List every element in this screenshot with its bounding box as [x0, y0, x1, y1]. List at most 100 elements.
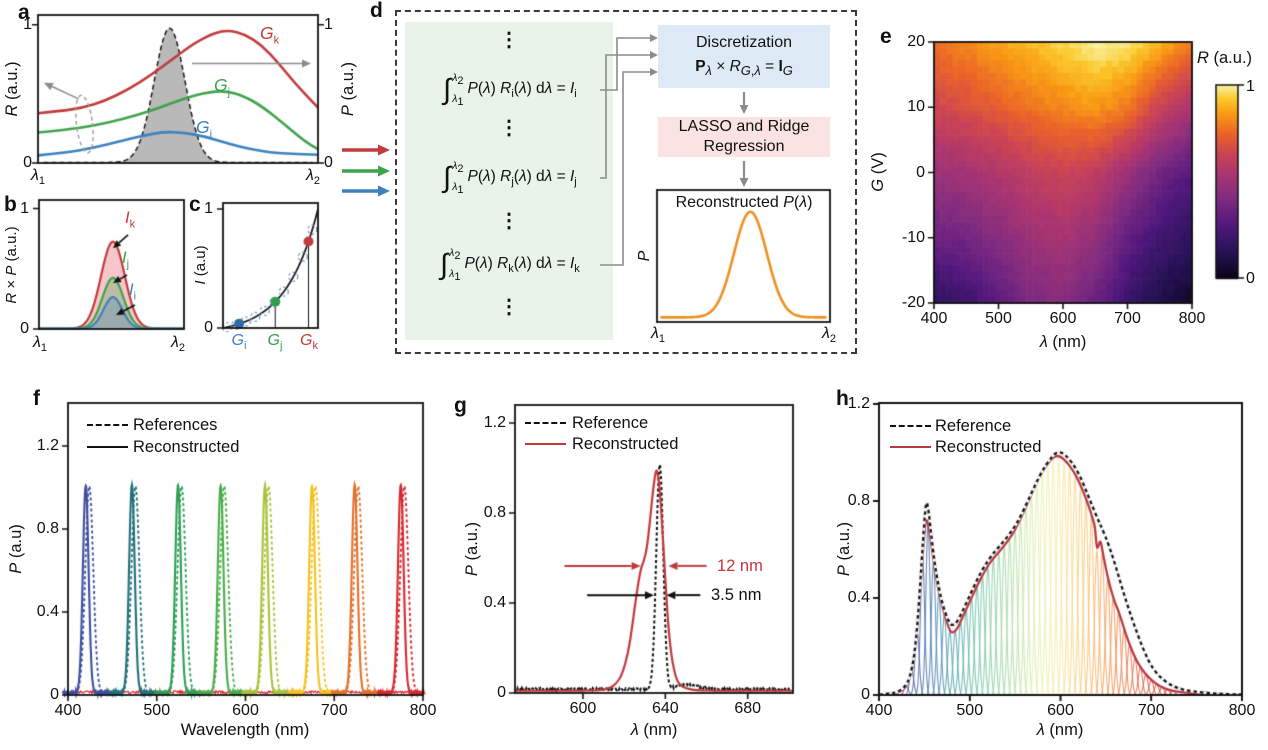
integral-equation-k: ∫ λ2 λ1 P(λ) Rk(λ) dλ = Ik [440, 246, 580, 284]
panel-b: b 1 0 R × P (a.u.) λ1 λ2 Ik Ij Ii [0, 193, 195, 370]
x-tick-label: 400 [865, 702, 893, 719]
x-tick-label: 640 [651, 700, 679, 717]
panel-h-canvas [830, 385, 1268, 750]
x-tick-label: λ2 [306, 167, 320, 188]
recon-plot-title: Reconstructed P(λ) [675, 194, 813, 211]
panel-a: a 1 0 1 0 R (a.u.) P (a.u.) λ1 λ2 Gk Gj … [0, 0, 365, 193]
vertical-dots: ⋮ [499, 117, 519, 139]
legend-label-references: References [133, 416, 218, 434]
y-tick-label: 1.2 [483, 414, 506, 431]
y-tick-label: -10 [901, 228, 925, 246]
x-tick-label: 700 [1137, 702, 1165, 719]
y-tick-label: 0 [916, 163, 925, 181]
peak-label-ii: Ii [129, 281, 137, 303]
y-tick-label: 0 [204, 319, 213, 336]
colorbar-tick-label: 0 [1246, 270, 1255, 287]
y-tick-label: 1 [324, 16, 333, 33]
panel-g-canvas [440, 385, 830, 750]
legend-label-reference: Reference [935, 417, 1012, 435]
curve-label-gj: Gj [214, 75, 231, 99]
connector-eq-k-head [650, 68, 658, 76]
panel-g-label: g [454, 394, 467, 417]
y-tick-label: 1 [23, 16, 32, 33]
x-tick-label: 800 [1228, 702, 1256, 719]
y-tick-label: 0 [20, 320, 29, 337]
panel-h-label: h [836, 387, 849, 410]
panel-e-label: e [880, 25, 892, 48]
x-tick-label: λ1 [651, 325, 665, 346]
y-tick-label: 0 [324, 154, 333, 171]
panel-c-label: c [189, 193, 201, 216]
y-tick-label: 0.8 [847, 491, 870, 509]
annotation-12nm: 12 nm [717, 557, 763, 575]
curve-label-gi: Gi [196, 117, 213, 141]
y-tick-label: 20 [907, 33, 925, 50]
y-tick-label: 0.4 [483, 594, 506, 611]
y-tick-label: 1.2 [847, 394, 870, 412]
input-arrow-blue-head [378, 185, 390, 197]
y-tick-label: 0 [23, 154, 32, 171]
x-tick-label: λ1 [31, 167, 45, 188]
input-arrow-green-head [378, 165, 390, 177]
x-tick-label: λ2 [171, 334, 185, 355]
y-tick-label: 0.8 [483, 504, 506, 521]
y-tick-label: 0 [50, 686, 59, 703]
y-axis-label: P (a.u.) [834, 521, 853, 577]
peak-label-ij: Ij [122, 249, 130, 271]
panel-g: g Reference Reconstructed P (a.u.) λ (nm… [440, 385, 830, 750]
x-tick-label: 600 [1049, 310, 1077, 327]
legend-line-reconstructed [525, 443, 566, 445]
legend-line-reference [525, 422, 566, 424]
panel-h: h Reference Reconstructed P (a.u.) λ (nm… [830, 385, 1268, 750]
y-tick-label: 0 [497, 684, 506, 701]
x-tick-label-gk: Gk [300, 332, 318, 353]
discretization-equation: Pλ × RG,λ = IG [695, 58, 793, 79]
regression-box: LASSO and Ridge Regression [658, 117, 830, 157]
legend-line-reconstructed [87, 446, 128, 448]
x-tick-label: λ1 [33, 334, 47, 355]
y-tick-label: 1 [204, 200, 213, 217]
x-tick-label: 680 [734, 700, 762, 717]
x-axis-label: λ (nm) [1036, 721, 1084, 739]
connector-eq-i [600, 37, 650, 91]
colorbar-label: R (a.u.) [1197, 49, 1253, 67]
y-tick-label: -20 [901, 294, 925, 311]
connector-eq-k [600, 71, 650, 266]
connector-eq-j-head [650, 51, 658, 59]
vertical-dots: ⋮ [499, 210, 519, 232]
down-arrow-2-head [739, 178, 749, 187]
y-axis-label: P (a.u.) [462, 521, 481, 577]
x-tick-label: 500 [143, 702, 171, 719]
connector-eq-i-head [650, 34, 658, 42]
panel-f-canvas [0, 385, 440, 750]
x-tick-label: 600 [1047, 702, 1074, 719]
y-axis-label-left: R (a.u.) [2, 61, 21, 117]
panel-f: f References Reconstructed P (a.u) Wavel… [0, 385, 440, 750]
y-tick-label: 10 [907, 98, 925, 116]
panel-f-label: f [33, 387, 40, 410]
panel-e-canvas [860, 0, 1268, 375]
integral-equation-j: ∫ λ2 λ1 P(λ) Rj(λ) dλ = Ij [443, 159, 577, 197]
legend-line-references [87, 424, 128, 426]
y-tick-label: 0 [861, 686, 870, 703]
flow-connectors [342, 34, 749, 266]
integral-equation-i: ∫ λ2 λ1 P(λ) Ri(λ) dλ = Ii [443, 71, 577, 109]
x-tick-label: 400 [920, 310, 948, 327]
x-axis-label: λ (nm) [630, 721, 678, 739]
x-tick-label: 600 [232, 702, 259, 719]
x-tick-label: 500 [985, 310, 1012, 327]
x-tick-label: 400 [54, 702, 82, 719]
y-axis-label: R × P (a.u.) [2, 226, 20, 304]
x-tick-label: 600 [569, 700, 597, 717]
down-arrow-1-head [739, 105, 749, 114]
y-axis-label: I (a.u) [191, 245, 209, 285]
x-tick-label: 700 [1114, 310, 1141, 327]
legend-line-reference [890, 425, 931, 427]
x-axis-label: Wavelength (nm) [180, 720, 310, 739]
x-tick-label-gj: Gj [267, 332, 283, 353]
x-tick-label: 800 [409, 702, 437, 719]
x-axis-label: λ (nm) [1039, 333, 1087, 351]
y-tick-label: 0.4 [36, 602, 59, 620]
panel-e-heatmap: e G (V) λ (nm) R (a.u.) 1 0 400 500 600 700… [860, 0, 1268, 375]
